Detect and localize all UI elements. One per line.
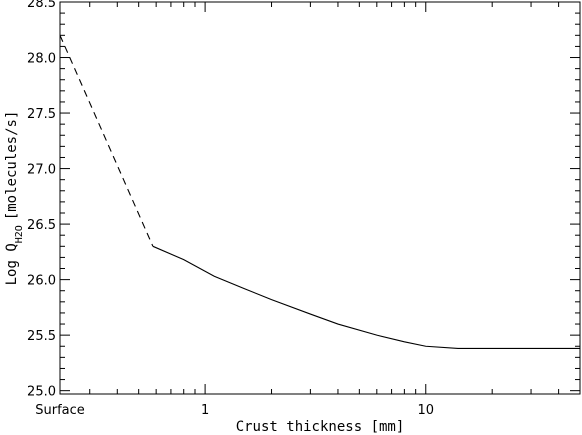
tick-labels: 25.0 25.5 26.0 26.5 27.0 27.5 28.0 28.5 1 10 Surfa… <box>27 0 434 418</box>
y-tick-label: 27.0 <box>27 163 56 178</box>
series-line-0 <box>59 35 154 247</box>
y-axis-label-sub: H2O <box>14 225 25 243</box>
y-axis-label: Log QH2O [molecules/s] <box>4 111 25 286</box>
plot-border <box>59 1 581 395</box>
series-line-1 <box>152 245 580 350</box>
x-tick-label: 1 <box>201 403 209 418</box>
y-tick-label: 28.5 <box>27 0 56 11</box>
x-tick-label-surface: Surface <box>35 403 85 418</box>
y-tick-label: 25.5 <box>27 329 56 344</box>
y-tick-label: 27.5 <box>27 107 56 122</box>
y-tick-label: 25.0 <box>27 385 56 400</box>
plot-frame <box>59 1 581 395</box>
x-axis-label: Crust thickness [mm] <box>236 419 405 435</box>
axis-ticks <box>60 1 581 394</box>
y-tick-label: 26.0 <box>27 274 56 289</box>
y-tick-label: 26.5 <box>27 218 56 233</box>
series-group <box>59 1 580 395</box>
y-tick-label: 28.0 <box>27 52 56 67</box>
y-axis-label-units: [molecules/s] <box>4 111 20 221</box>
x-tick-label: 10 <box>417 403 434 418</box>
y-axis-label-main: Log Q <box>4 243 20 285</box>
